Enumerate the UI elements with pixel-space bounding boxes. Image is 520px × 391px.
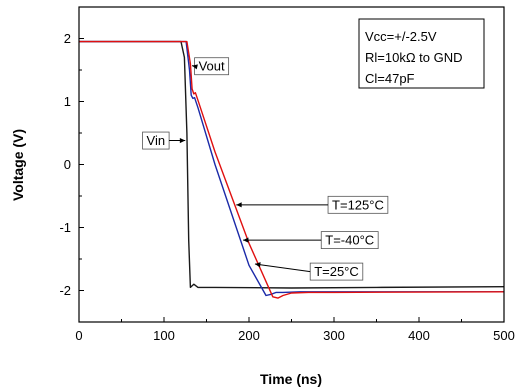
x-tick-label: 0 — [75, 328, 82, 343]
annotations: Vout Vin T=125°C T=-40°C T=25°C — [142, 57, 389, 281]
series-line-2 — [79, 40, 504, 299]
annotation-label: Vin — [147, 133, 166, 148]
y-axis-title: Voltage (V) — [10, 129, 26, 201]
annotation-label: Vout — [199, 59, 225, 74]
condition-vcc: Vcc=+/-2.5V — [365, 29, 437, 44]
y-tick-label: -2 — [59, 283, 71, 298]
series-line-1 — [79, 40, 504, 297]
condition-cl: Cl=47pF — [365, 71, 415, 86]
x-tick-label: 400 — [408, 328, 430, 343]
y-tick-label: 2 — [64, 31, 71, 46]
annotation: T=25°C — [254, 262, 364, 281]
x-tick-label: 500 — [493, 328, 515, 343]
y-axis-ticks: -2 -1 0 1 2 — [59, 6, 84, 323]
annotation-arrow-head — [236, 202, 242, 208]
annotation-arrow-head — [254, 262, 261, 268]
annotation-arrow-head — [179, 137, 186, 144]
series-layer — [79, 40, 504, 299]
annotation: T=-40°C — [243, 231, 379, 250]
annotation-label: T=125°C — [332, 197, 384, 212]
y-tick-label: 1 — [64, 94, 71, 109]
y-tick-label: 0 — [64, 157, 71, 172]
y-tick-label: -1 — [59, 220, 71, 235]
annotation-label: T=25°C — [314, 264, 359, 279]
annotation-label: T=-40°C — [325, 233, 374, 248]
x-axis-title: Time (ns) — [260, 371, 322, 387]
x-tick-label: 300 — [323, 328, 345, 343]
annotation-arrow-head — [192, 64, 198, 70]
condition-rl: Rl=10kΩ to GND — [365, 50, 463, 65]
annotation-arrow-head — [243, 237, 249, 243]
annotation: Vout — [191, 57, 230, 76]
conditions-frame — [358, 18, 485, 89]
x-axis-ticks: 0 100 200 300 400 500 — [75, 317, 515, 343]
annotation: Vin — [142, 131, 186, 150]
annotation: T=125°C — [236, 195, 389, 214]
x-tick-label: 200 — [238, 328, 260, 343]
x-tick-label: 100 — [153, 328, 175, 343]
conditions-box: Vcc=+/-2.5V Rl=10kΩ to GND Cl=47pF — [358, 18, 485, 89]
series-line-0 — [79, 40, 504, 289]
annotation-arrow-line — [254, 263, 311, 273]
